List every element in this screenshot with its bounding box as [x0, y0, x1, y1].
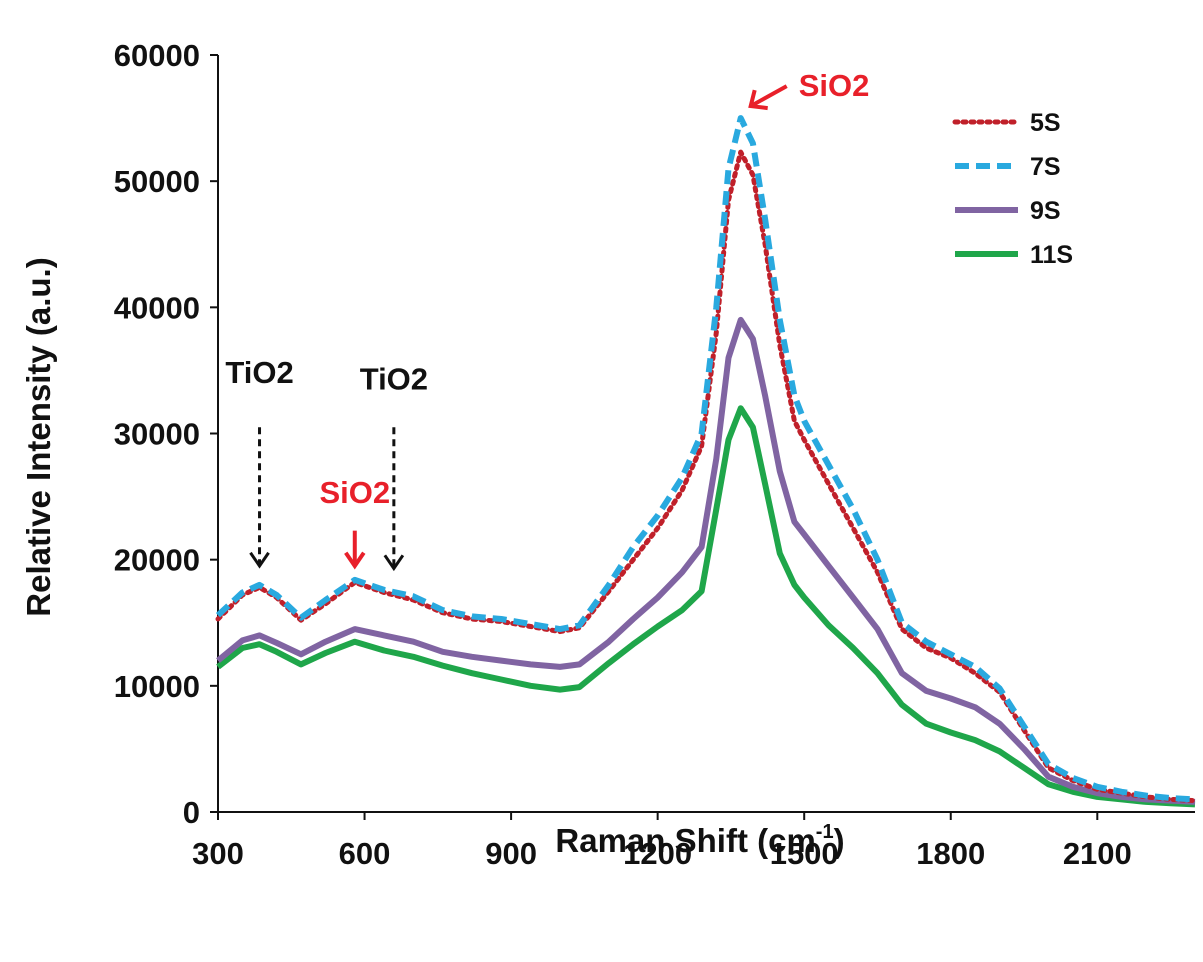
series-line-9s: [216, 316, 1196, 805]
x-tick-label: 1800: [916, 836, 985, 871]
annotation-label: SiO2: [799, 68, 870, 103]
y-tick-label: 40000: [114, 290, 200, 325]
x-tick-label: 300: [192, 836, 244, 871]
x-tick-label: 1200: [623, 836, 692, 871]
x-tick-label: 1500: [770, 836, 839, 871]
x-axis-title: Raman Shift (cm-1): [555, 821, 844, 859]
x-tick-label: 900: [485, 836, 537, 871]
annotation-arrow: [749, 84, 788, 108]
series-line-11s: [216, 405, 1196, 808]
axes: 0 10000 20000 30000 40000 50000 60000 300 600 900…: [114, 38, 1195, 871]
x-tick-label: 2100: [1063, 836, 1132, 871]
series-layer: [215, 115, 1198, 808]
legend-label-5s: 5S: [1030, 109, 1061, 137]
legend-label-7s: 7S: [1030, 153, 1061, 181]
x-tick-label: 600: [339, 836, 391, 871]
annotation-label: TiO2: [225, 355, 293, 390]
y-tick-label: 20000: [114, 543, 200, 578]
annotation-label: TiO2: [360, 361, 428, 396]
y-tick-label: 10000: [114, 669, 200, 704]
annotation-layer: TiO2 TiO2 SiO2 SiO2: [225, 68, 870, 572]
y-axis-title: Relative Intensity (a.u.): [20, 257, 57, 616]
y-tick-label: 0: [183, 795, 200, 830]
series-line-7s: [215, 115, 1196, 803]
annotation-arrowhead: [249, 551, 270, 569]
annotation-label: SiO2: [319, 475, 390, 510]
y-tick-label: 30000: [114, 417, 200, 452]
legend-label-9s: 9S: [1030, 197, 1061, 225]
annotation-arrowhead: [383, 554, 405, 572]
y-tick-label: 60000: [114, 38, 200, 73]
y-tick-label: 50000: [114, 164, 200, 199]
legend: 5S 7S 9S 11S: [952, 109, 1073, 269]
annotation-arrowhead: [344, 551, 366, 570]
annotation-arrowhead: [748, 89, 768, 111]
legend-label-11s: 11S: [1030, 241, 1073, 269]
